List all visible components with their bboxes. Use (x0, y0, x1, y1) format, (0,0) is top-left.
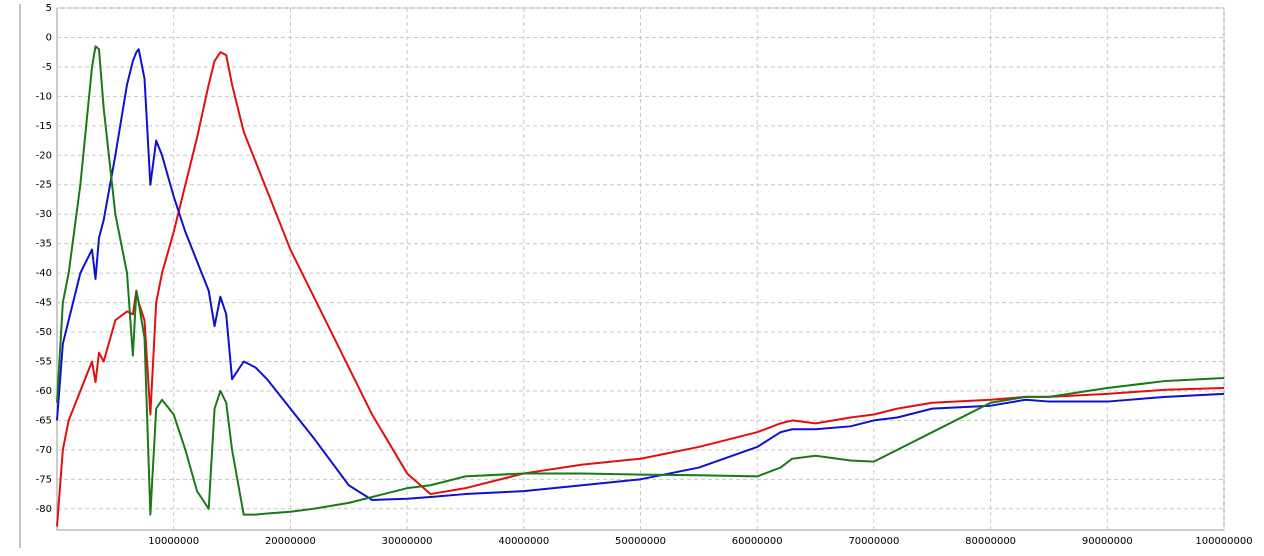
y-tick-label: -35 (36, 239, 52, 250)
y-tick-label: -40 (36, 268, 52, 279)
x-tick-label: 60000000 (732, 536, 783, 547)
y-tick-label: -10 (36, 91, 52, 102)
y-tick-label: -25 (36, 180, 52, 191)
y-tick-label: -80 (36, 504, 52, 515)
x-tick-label: 70000000 (848, 536, 899, 547)
x-tick-label: 90000000 (1082, 536, 1133, 547)
y-tick-label: -60 (36, 386, 52, 397)
series-line (56, 45, 1225, 516)
x-tick-label: 20000000 (265, 536, 316, 547)
x-tick-label: 50000000 (615, 536, 666, 547)
x-tick-label: 10000000 (148, 536, 199, 547)
series-line (56, 51, 1225, 527)
y-tick-label: -75 (36, 474, 52, 485)
y-tick-label: -20 (36, 150, 52, 161)
y-tick-label: 5 (46, 3, 52, 14)
x-tick-label: 100000000 (1195, 536, 1252, 547)
x-tick-label: 80000000 (965, 536, 1016, 547)
y-tick-label: 0 (46, 32, 52, 43)
x-tick-label: 30000000 (382, 536, 433, 547)
y-tick-label: -5 (42, 62, 52, 73)
y-tick-label: -65 (36, 415, 52, 426)
y-tick-label: -30 (36, 209, 52, 220)
x-tick-label: 40000000 (498, 536, 549, 547)
y-tick-label: -55 (36, 356, 52, 367)
y-tick-label: -70 (36, 445, 52, 456)
y-tick-label: -45 (36, 298, 52, 309)
y-tick-label: -15 (36, 121, 52, 132)
series-line (56, 48, 1225, 501)
y-tick-label: -50 (36, 327, 52, 338)
